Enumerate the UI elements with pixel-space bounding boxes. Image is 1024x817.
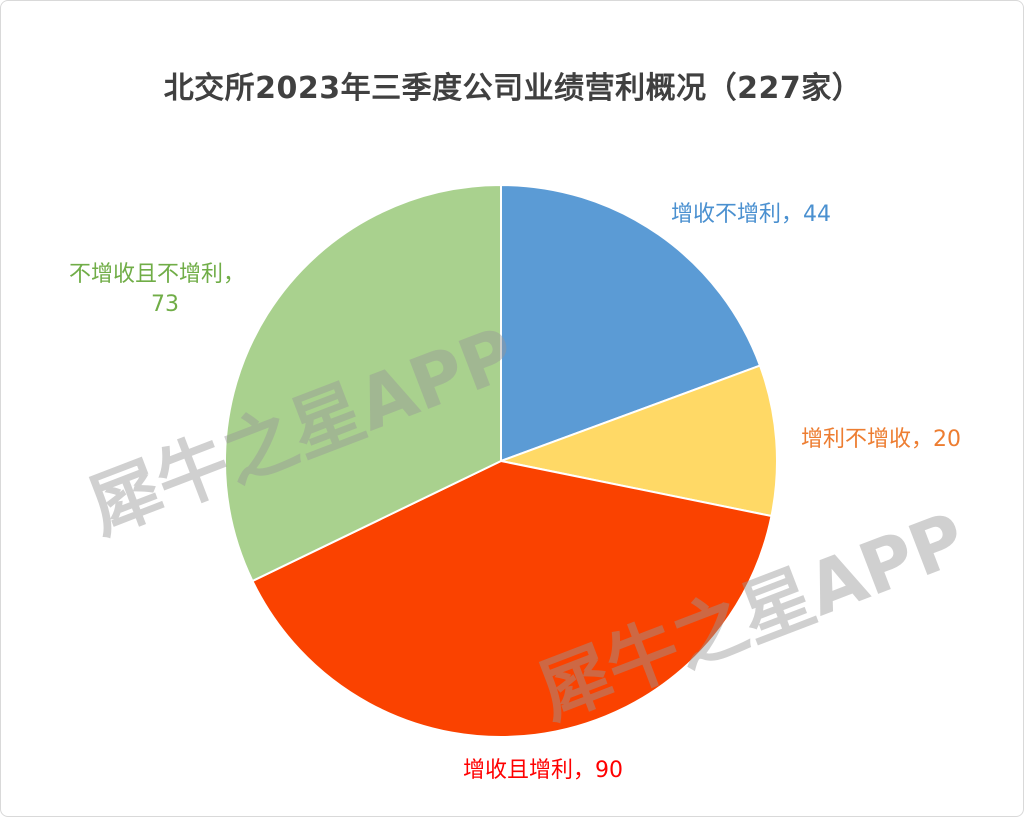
- data-label-buzengshou-qie-buzengli-value: 73: [151, 292, 179, 317]
- slice-zengshou-qie-zengli: [251, 459, 773, 738]
- data-label-zengshou-buzengli: 增收不增利，44: [671, 202, 831, 227]
- data-label-zengli-buzengshou: 增利不增收，20: [801, 427, 961, 452]
- chart-title: 北交所2023年三季度公司业绩营利概况（227家）: [163, 71, 863, 106]
- data-label-buzengshou-qie-buzengli: 不增收且不增利，: [69, 262, 245, 287]
- slice-zengli-buzengshou: [497, 364, 778, 518]
- slice-zengshou-buzengli: [500, 183, 762, 463]
- slice-buzengshou-qie-buzengli: [224, 183, 502, 583]
- data-label-zengshou-qie-zengli: 增收且增利，90: [463, 758, 623, 783]
